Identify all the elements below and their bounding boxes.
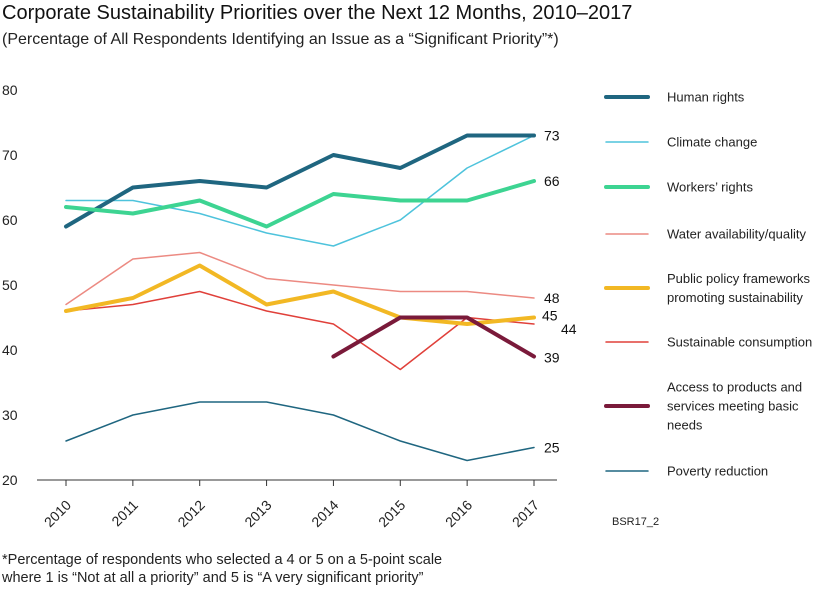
x-tick-label: 2015: [375, 497, 408, 530]
chart-axes: 20 30 40 50 60 70 80 2010 2011 2012 2013 2014 2015 20…: [2, 82, 557, 530]
legend-label: Sustainable consumption: [667, 335, 812, 350]
y-tick-label: 20: [2, 472, 18, 488]
series-end-label: 73: [544, 128, 560, 144]
x-tick-label: 2014: [308, 497, 341, 530]
y-tick-label: 60: [2, 212, 18, 228]
series-end-label: 45: [542, 308, 558, 324]
x-tick-label: 2012: [174, 497, 207, 530]
series-end-label: 48: [544, 290, 560, 306]
x-tick-label: 2013: [241, 497, 274, 530]
legend-label: services meeting basic: [667, 399, 799, 414]
x-tick-label: 2011: [108, 497, 141, 530]
series-line: [65, 290, 535, 371]
x-tick-label: 2010: [41, 497, 74, 530]
chart-subtitle: (Percentage of All Respondents Identifyi…: [2, 31, 559, 48]
series-line: [64, 179, 536, 229]
series-line: [65, 251, 535, 306]
legend-label: needs: [667, 418, 703, 433]
footnote: *Percentage of respondents who selected …: [2, 551, 442, 587]
chart-series-lines: [64, 133, 536, 462]
y-tick-label: 40: [2, 342, 18, 358]
legend-label: Water availability/quality: [667, 227, 806, 242]
series-end-label: 25: [544, 440, 560, 456]
chart-legend: Human rights Climate change Workers’ right…: [604, 90, 812, 479]
series-line: [64, 133, 536, 229]
legend-label: Public policy frameworks: [667, 271, 811, 286]
line-chart: 20 30 40 50 60 70 80 2010 2011 2012 2013 2014 2015 20…: [2, 82, 812, 530]
source-code: BSR17_2: [612, 516, 660, 528]
legend-label: Climate change: [667, 135, 757, 150]
series-line: [64, 263, 536, 326]
legend-label: Workers’ rights: [667, 180, 753, 195]
y-tick-label: 30: [2, 407, 18, 423]
legend-label: Poverty reduction: [667, 464, 768, 479]
x-tick-label: 2016: [442, 497, 475, 530]
legend-label: promoting sustainability: [667, 290, 803, 305]
y-tick-label: 80: [2, 82, 18, 98]
series-end-label: 39: [544, 350, 560, 366]
series-line: [331, 315, 536, 359]
legend-label: Human rights: [667, 90, 745, 105]
series-end-label: 44: [561, 321, 577, 337]
legend-label: Access to products and: [667, 380, 802, 395]
x-tick-label: 2017: [509, 497, 542, 530]
y-tick-label: 70: [2, 147, 18, 163]
footnote-line-2: where 1 is “Not at all a priority” and 5…: [2, 570, 424, 586]
chart-title: Corporate Sustainability Priorities over…: [2, 2, 633, 24]
footnote-line-1: *Percentage of respondents who selected …: [2, 552, 443, 568]
y-tick-label: 50: [2, 277, 18, 293]
series-line: [65, 134, 535, 247]
series-end-label: 66: [544, 173, 560, 189]
series-line: [65, 401, 535, 462]
